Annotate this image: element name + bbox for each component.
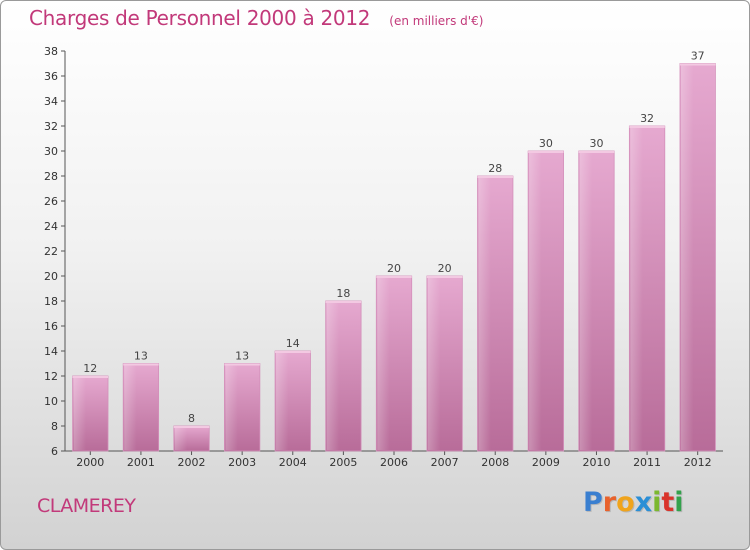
bar-group xyxy=(224,363,261,452)
bar-highlight xyxy=(529,152,542,450)
y-tick-label: 28 xyxy=(44,170,58,183)
y-tick-label: 38 xyxy=(44,45,58,58)
bar-top-edge xyxy=(679,63,716,66)
y-tick-label: 24 xyxy=(44,220,58,233)
x-tick-label: 2000 xyxy=(76,456,104,469)
bar-group xyxy=(527,150,564,452)
data-label: 28 xyxy=(488,162,502,175)
bar-group xyxy=(274,350,311,452)
bar-highlight xyxy=(174,427,188,450)
bar-group xyxy=(122,363,160,452)
data-label: 20 xyxy=(387,262,401,275)
logo-letter: i xyxy=(674,487,684,518)
bar-top-edge xyxy=(477,176,513,178)
bar-highlight xyxy=(124,364,137,450)
bar-group xyxy=(578,150,615,452)
title-row: Charges de Personnel 2000 à 2012 (en mil… xyxy=(29,6,483,30)
data-label: 30 xyxy=(539,137,553,150)
x-tick-label: 2011 xyxy=(633,456,661,469)
y-tick-label: 16 xyxy=(44,320,58,333)
logo-letter: P xyxy=(583,487,603,518)
bar-highlight xyxy=(579,152,593,450)
proxiti-logo: Proxiti xyxy=(583,487,684,518)
y-tick-label: 30 xyxy=(44,145,58,158)
y-tick-label: 36 xyxy=(44,70,58,83)
y-tick-label: 20 xyxy=(44,270,58,283)
bar-group xyxy=(628,125,666,452)
logo-letter: t xyxy=(661,487,675,518)
bar-group xyxy=(679,63,716,452)
bar-top-edge xyxy=(426,276,463,278)
bar-highlight xyxy=(276,352,289,450)
data-label: 12 xyxy=(83,362,97,375)
bar-top-edge xyxy=(528,151,564,153)
logo-letter: i xyxy=(652,487,662,518)
bar-top-edge xyxy=(123,363,159,366)
y-tick-label: 22 xyxy=(44,245,58,258)
data-label: 13 xyxy=(235,350,249,363)
bars xyxy=(72,63,716,452)
x-tick-label: 2005 xyxy=(329,456,357,469)
logo-letter: o xyxy=(616,487,635,518)
bar-top-edge xyxy=(173,426,210,428)
y-tick-label: 6 xyxy=(51,445,58,458)
bar-top-edge xyxy=(376,276,412,278)
logo-letter: x xyxy=(634,487,653,518)
bar-top-edge xyxy=(578,151,615,153)
chart-subtitle: (en milliers d'€) xyxy=(389,14,484,28)
y-tick-label: 18 xyxy=(44,295,58,308)
city-name: CLAMEREY xyxy=(37,495,136,517)
bar-group xyxy=(72,375,109,452)
bar-highlight xyxy=(427,277,441,450)
y-tick-label: 12 xyxy=(44,370,58,383)
bar-highlight xyxy=(73,377,86,450)
bar-top-edge xyxy=(629,126,665,128)
bar-top-edge xyxy=(224,363,260,366)
y-tick-label: 26 xyxy=(44,195,58,208)
bar-group xyxy=(173,425,210,452)
y-tick-label: 34 xyxy=(44,95,58,108)
x-tick-label: 2006 xyxy=(380,456,408,469)
x-tick-label: 2004 xyxy=(279,456,307,469)
x-tick-label: 2003 xyxy=(228,456,256,469)
bar-group xyxy=(325,300,362,452)
data-label: 32 xyxy=(640,112,654,125)
x-tick-label: 2008 xyxy=(481,456,509,469)
x-tick-label: 2002 xyxy=(178,456,206,469)
bar-group xyxy=(426,275,463,452)
data-label: 20 xyxy=(438,262,452,275)
data-label: 13 xyxy=(134,350,148,363)
bar-group xyxy=(477,175,514,452)
x-tick-label: 2010 xyxy=(582,456,610,469)
x-tick-label: 2009 xyxy=(532,456,560,469)
bar-highlight xyxy=(478,177,491,450)
x-tick-label: 2001 xyxy=(127,456,155,469)
bar-group xyxy=(375,275,413,452)
logo-letter: r xyxy=(602,487,617,518)
data-label: 18 xyxy=(336,287,350,300)
y-tick-label: 10 xyxy=(44,395,58,408)
axes: 6 8 10 12 14 16 18 20 22 24 26 28 30 32 34 36 38 2000 2001… xyxy=(44,45,723,469)
data-label: 37 xyxy=(691,50,705,63)
bar-highlight xyxy=(680,64,694,450)
data-label: 8 xyxy=(188,412,195,425)
bar-top-edge xyxy=(72,376,109,378)
y-tick-label: 8 xyxy=(51,420,58,433)
x-tick-label: 2007 xyxy=(431,456,459,469)
x-tick-label: 2012 xyxy=(684,456,712,469)
chart-title: Charges de Personnel 2000 à 2012 xyxy=(29,6,371,30)
y-tick-label: 32 xyxy=(44,120,58,133)
bar-top-edge xyxy=(325,301,362,303)
bar-highlight xyxy=(630,127,643,450)
data-label: 30 xyxy=(589,137,603,150)
y-tick-label: 14 xyxy=(44,345,58,358)
bar-top-edge xyxy=(275,351,311,353)
bar-highlight xyxy=(225,364,238,450)
value-labels: 12 13 8 13 14 18 20 20 28 30 30 32 37 xyxy=(83,50,704,426)
bar-highlight xyxy=(377,277,390,450)
bar-highlight xyxy=(326,302,340,450)
data-label: 14 xyxy=(286,337,300,350)
